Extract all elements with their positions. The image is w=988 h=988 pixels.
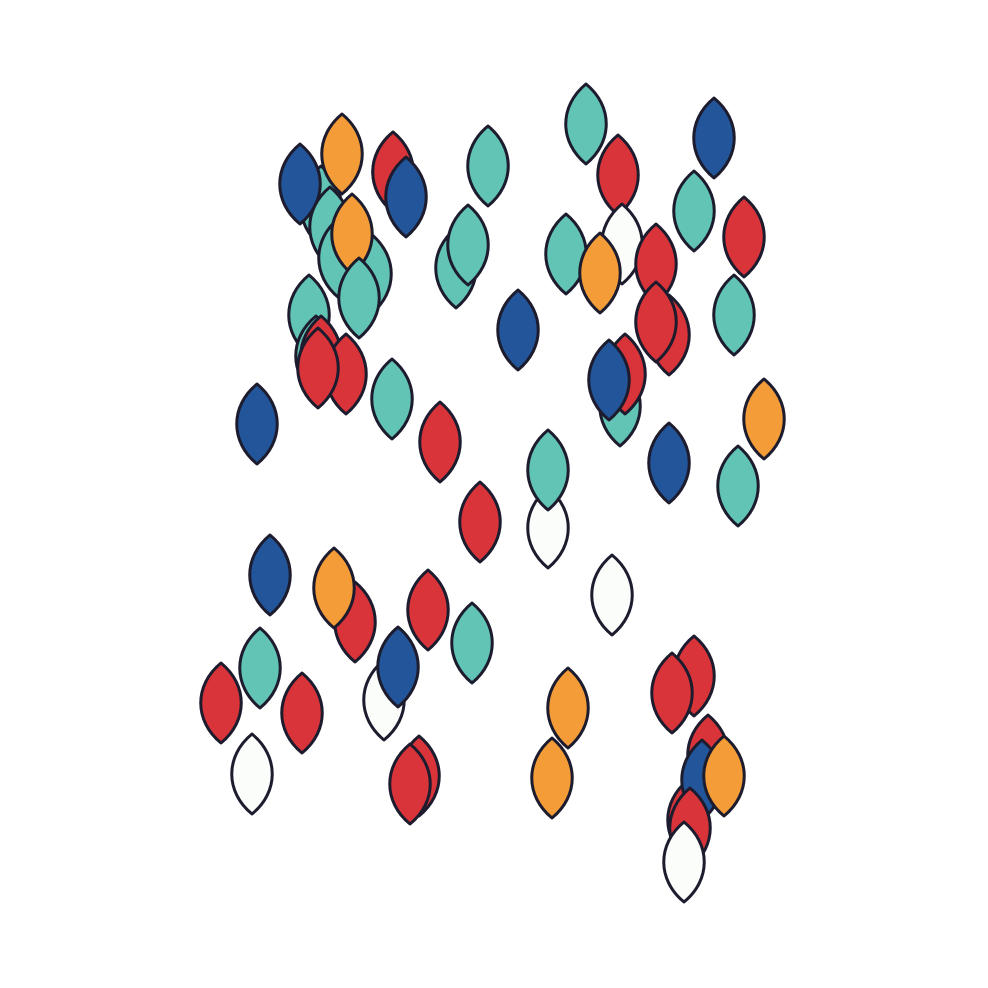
leaf-orange-59 — [530, 736, 574, 820]
leaf-teal-16 — [466, 124, 510, 208]
leaf-red-44 — [458, 480, 502, 564]
leaf-blue-37 — [496, 288, 540, 372]
leaf-blue-28 — [692, 96, 736, 180]
leaf-teal-52 — [238, 626, 282, 710]
leaf-blue-36 — [587, 338, 631, 422]
leaf-white-68 — [662, 820, 706, 904]
leaf-teal-41 — [526, 428, 570, 512]
leaf-red-54 — [280, 671, 324, 755]
leaf-teal-22 — [564, 82, 608, 166]
leaf-layer — [199, 82, 786, 904]
leaf-red-53 — [199, 661, 243, 745]
leaf-teal-11 — [337, 256, 381, 340]
leaf-orange-39 — [742, 377, 786, 461]
leaf-blue-6 — [384, 155, 428, 239]
leaf-blue-45 — [248, 533, 292, 617]
leaf-teal-15 — [446, 203, 490, 287]
leaf-white-60 — [590, 553, 634, 637]
leaf-orange-26 — [578, 231, 622, 315]
leaf-blue-3 — [278, 142, 322, 226]
leaf-blue-21 — [235, 382, 279, 466]
leaf-orange-4 — [320, 112, 364, 196]
leaf-red-19 — [296, 326, 340, 410]
leaf-teal-49 — [450, 601, 494, 685]
leaf-orange-58 — [546, 666, 590, 750]
leaf-red-57 — [388, 742, 432, 826]
leaf-red-62 — [650, 651, 694, 735]
leaf-red-30 — [722, 195, 766, 279]
leaf-orange-47 — [312, 546, 356, 630]
leaf-teal-29 — [672, 169, 716, 253]
leaf-red-48 — [406, 568, 450, 652]
leaf-white-55 — [230, 732, 274, 816]
leaf-teal-43 — [716, 444, 760, 528]
leaf-red-32 — [634, 280, 678, 364]
leaf-blue-42 — [647, 421, 691, 505]
leaf-blue-51 — [376, 625, 420, 709]
leaf-orange-66 — [702, 734, 746, 818]
leaf-red-38 — [418, 400, 462, 484]
leaf-teal-33 — [712, 273, 756, 357]
leaf-white-40 — [526, 486, 570, 570]
leaf-teal-25 — [544, 212, 588, 296]
leaf-teal-20 — [370, 357, 414, 441]
